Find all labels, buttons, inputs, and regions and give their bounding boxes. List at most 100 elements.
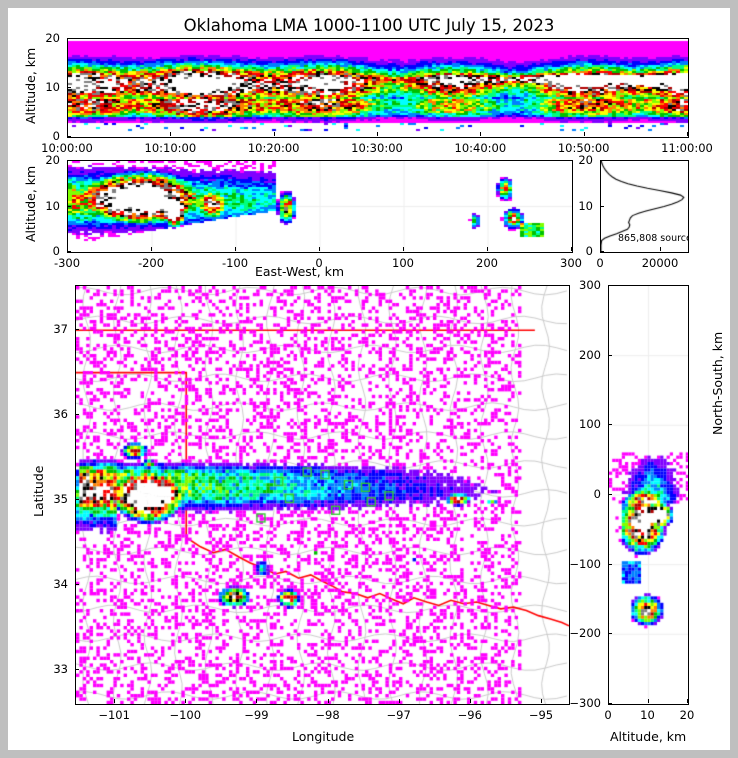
tick-mark [647,699,649,703]
axis-tick-label: −98 [315,708,340,722]
plan-view-map-xlabel: Longitude [292,729,355,744]
axis-tick-label: 200 [579,347,601,362]
tick-mark [608,699,609,703]
tick-mark [75,584,79,586]
tick-mark [114,699,116,703]
tick-mark [67,136,71,137]
panel-time-height: 10:00:00 10:10:00 10:20:00 10:30:00 10:40:00… [23,31,713,155]
axis-tick-label: 10 [45,80,60,94]
axis-tick-label: -200 [137,256,165,270]
axis-tick-label: 0 [315,256,323,270]
axis-tick-label: 20 [45,153,60,167]
axis-tick-label: 0 [52,129,60,143]
tick-mark [600,160,604,161]
axis-tick-label: 10 [578,198,593,213]
panel-altitude-histogram: 865,808 sources 0 20000 0 10 20 [578,153,689,270]
axis-tick-label: −100 [169,708,202,722]
tick-mark [75,329,79,331]
tick-mark [469,699,471,703]
axis-tick-label: 10:50:00 [557,141,610,155]
axis-tick-label: 37 [53,322,68,337]
tick-mark [327,699,329,703]
axis-tick-label: 33 [53,662,68,677]
axis-tick-label: 10 [45,198,60,213]
tick-mark [75,669,79,671]
axis-tick-label: 10:30:00 [351,141,403,155]
axis-tick-label: 300 [560,256,582,270]
tick-mark [75,499,79,501]
tick-mark [185,699,187,703]
north-south-axes [608,285,689,705]
axis-tick-label: 0 [596,256,604,270]
tick-mark [608,633,612,635]
tick-mark [170,132,172,136]
tick-mark [571,247,572,251]
time-height-axes [67,38,689,138]
axis-tick-label: 35 [53,492,68,507]
axis-tick-label: 0 [604,708,612,722]
axis-tick-label: −95 [528,708,554,722]
tick-mark [67,38,71,39]
east-west-ylabel: Altitude, km [23,165,38,242]
time-height-ylabel: Altitude, km [23,47,38,124]
tick-mark [600,205,604,207]
axis-tick-label: 0 [585,244,593,258]
axis-tick-label: 20000 [641,256,679,270]
axis-tick-label: 20 [45,31,60,45]
axis-tick-label: −300 [569,696,601,710]
panel-north-south: 0 10 20 −300 −200 −100 0 100 200 300 North-South,… [569,278,725,744]
tick-mark [67,160,71,161]
tick-mark [583,132,585,136]
tick-mark [377,132,378,136]
tick-mark [608,494,612,495]
axis-tick-label: 10:20:00 [247,141,300,155]
tick-mark [67,87,71,88]
axis-tick-label: 200 [476,256,498,270]
axis-tick-label: 100 [579,417,601,432]
axis-tick-label: −97 [386,708,411,722]
east-west-xlabel: East-West, km [255,264,345,279]
axis-tick-label: 20 [679,708,695,722]
tick-mark [67,247,68,251]
axis-tick-label: -300 [53,256,81,270]
axis-tick-label: −100 [569,556,601,571]
tick-mark [319,247,320,251]
axis-tick-label: 0 [593,487,601,501]
axis-tick-label: −200 [569,626,601,641]
tick-mark [600,251,604,252]
plan-view-map-axes[interactable] [75,285,570,705]
axis-tick-label: 10:00:00 [41,141,93,155]
tick-mark [600,247,601,251]
tick-mark [687,132,688,136]
tick-mark [608,424,612,426]
tick-mark [487,247,488,251]
north-south-ylabel: North-South, km [710,331,725,435]
lma-figure: Oklahoma LMA 1000-1100 UTC July 15, 2023… [8,8,730,750]
axis-tick-label: −96 [457,708,482,722]
tick-mark [608,563,612,565]
tick-mark [256,699,258,703]
tick-mark [608,703,612,704]
axis-tick-label: 0 [52,244,60,258]
tick-mark [403,247,404,251]
east-west-axes [67,160,573,253]
tick-mark [75,414,79,416]
axis-tick-label: 11:00:00 [661,141,713,155]
tick-mark [67,132,68,136]
tick-mark [67,205,71,207]
tick-mark [273,132,275,136]
axis-tick-label: −101 [98,708,130,722]
figure-title: Oklahoma LMA 1000-1100 UTC July 15, 2023 [183,16,555,35]
axis-tick-label: 10 [640,708,655,722]
panel-east-west: -300 -200 -100 0 100 200 300 0 10 20 Altitude, km… [23,153,582,279]
axis-tick-label: 300 [579,278,601,292]
axis-tick-label: −99 [244,708,269,722]
axis-tick-label: 10:10:00 [144,141,197,155]
axis-tick-label: 20 [578,153,593,167]
tick-mark [235,247,236,251]
north-south-xlabel: Altitude, km [610,729,687,744]
tick-mark [687,699,688,703]
axis-tick-label: 36 [53,407,68,422]
axis-tick-label: 34 [53,577,68,592]
panel-plan-view-map: −101 −100 −99 −98 −97 −96 −95 33 34 35 36 37 Latitu… [31,285,570,744]
